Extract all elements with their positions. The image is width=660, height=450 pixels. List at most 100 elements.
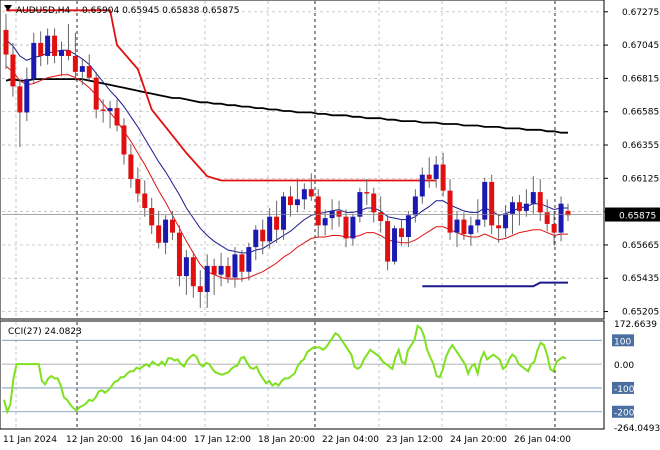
time-label: 18 Jan 20:00 <box>258 435 315 445</box>
candle-bull <box>357 192 363 217</box>
cci-tick-label: -200 <box>614 409 635 419</box>
price-tick-label: 0.65435 <box>622 274 659 284</box>
candle-bear <box>496 225 502 229</box>
chart-scroll-triangle-icon <box>4 5 12 11</box>
cci-tick-label: 100 <box>614 337 631 347</box>
cci-level-box <box>612 405 634 418</box>
candle-bear <box>260 229 266 242</box>
candle-bull <box>107 108 113 111</box>
axis-labels: 0.67275 0.67045 0.66815 0.66585 0.66355 0.661… <box>3 8 660 445</box>
candle-bull <box>218 265 224 275</box>
candle-bear <box>551 223 557 233</box>
time-label: 22 Jan 04:00 <box>322 435 379 445</box>
candle-bear <box>336 210 342 217</box>
candle-bull <box>183 257 189 277</box>
candle-bear <box>38 42 44 56</box>
candle-bear <box>378 212 384 222</box>
candle-bear <box>565 210 571 216</box>
candle-bear <box>10 54 16 87</box>
candle-bull <box>412 196 418 216</box>
cci-level-box <box>612 381 634 394</box>
candle-bear <box>274 216 280 230</box>
price-panel <box>0 0 605 320</box>
candle-bull <box>482 181 488 220</box>
candle-bear <box>156 225 162 243</box>
price-tick-label: 0.65205 <box>622 308 659 318</box>
candle-bull <box>392 228 398 262</box>
current-price-label: 0.65875 <box>619 212 656 222</box>
cci-tick-label: -264.0493 <box>614 424 660 434</box>
time-label: 23 Jan 12:00 <box>386 435 443 445</box>
candle-bull <box>433 164 439 180</box>
candle-bull <box>24 79 30 113</box>
candle-bear <box>170 219 176 233</box>
time-label: 26 Jan 04:00 <box>514 435 571 445</box>
candle-bear <box>190 257 196 287</box>
candle-bear <box>385 221 391 262</box>
candle-bear <box>142 193 148 209</box>
candle-bear <box>72 55 78 72</box>
candle-bull <box>79 66 85 72</box>
candle-bear <box>315 196 321 226</box>
price-tick-label: 0.66585 <box>622 108 659 118</box>
candle-bear <box>149 208 155 226</box>
candle-bull <box>405 215 411 237</box>
cci-level-box <box>612 334 634 347</box>
candle-bear <box>121 125 127 155</box>
candle-bear <box>17 86 23 113</box>
candle-bear <box>100 109 106 111</box>
time-label: 11 Jan 2024 <box>3 435 57 445</box>
price-tick-label: 0.67275 <box>622 8 659 18</box>
candle-bear <box>308 189 314 197</box>
candle-bear <box>86 66 92 78</box>
ma-red-envelope <box>5 65 568 280</box>
candle-bull <box>267 216 273 242</box>
candle-bear <box>537 192 543 213</box>
candle-bear <box>93 77 99 110</box>
candle-bear <box>176 232 182 277</box>
blue-level-line <box>422 281 568 288</box>
candle-bear <box>364 192 370 194</box>
candle-bull <box>246 247 252 272</box>
ohlc-readout: 0.65904 0.65945 0.65838 0.65875 <box>82 6 239 16</box>
candle-bull <box>163 219 169 243</box>
candle-bear <box>239 254 245 272</box>
candle-bear <box>114 108 120 126</box>
candle-bear <box>398 228 404 237</box>
candle-bull <box>503 213 509 229</box>
symbol-label: AUDUSD,H4 <box>16 6 71 16</box>
candle-bull <box>281 196 287 230</box>
candle-bear <box>440 164 446 191</box>
candle-bear <box>3 29 9 55</box>
candle-bull <box>59 50 65 56</box>
candle-bear <box>489 181 495 226</box>
price-tick-label: 0.66815 <box>622 74 659 84</box>
candle-bull <box>294 199 300 206</box>
time-label: 24 Jan 20:00 <box>450 435 507 445</box>
candle-bear <box>52 35 58 56</box>
candle-bear <box>225 265 231 278</box>
candle-bear <box>544 212 550 224</box>
candle-bear <box>343 216 349 239</box>
price-tick-label: 0.65665 <box>622 241 659 251</box>
price-tick-label: 0.67045 <box>622 41 659 51</box>
candle-bear <box>461 219 467 235</box>
candle-bear <box>426 174 432 180</box>
candle-bull <box>350 216 356 239</box>
candle-bull <box>232 254 238 278</box>
grid-lines <box>2 1 602 428</box>
candle-bear <box>128 154 134 180</box>
price-series <box>2 9 602 308</box>
time-label: 16 Jan 04:00 <box>130 435 187 445</box>
price-tick-label: 0.66355 <box>622 141 659 151</box>
cci-label: CCI(27) 24.0823 <box>8 327 82 337</box>
candle-bull <box>475 219 481 226</box>
candle-bear <box>65 50 71 56</box>
candle-bear <box>516 202 522 211</box>
candle-bear <box>447 190 453 233</box>
candle-bull <box>31 42 37 80</box>
cci-tick-label: 172.6639 <box>614 320 657 330</box>
candle-bull <box>530 192 536 204</box>
ma-navy-line <box>5 39 568 254</box>
